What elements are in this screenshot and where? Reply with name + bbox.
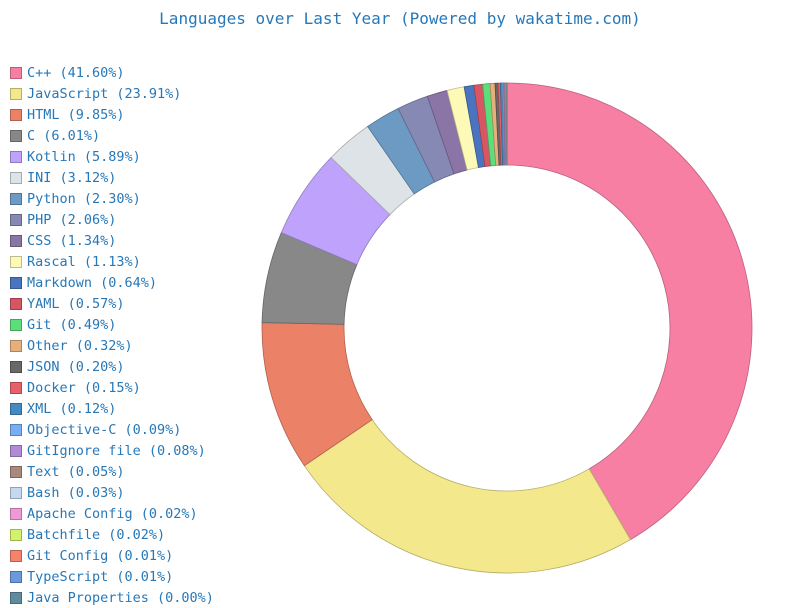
donut-slice bbox=[507, 83, 752, 540]
donut-slice bbox=[304, 420, 630, 573]
